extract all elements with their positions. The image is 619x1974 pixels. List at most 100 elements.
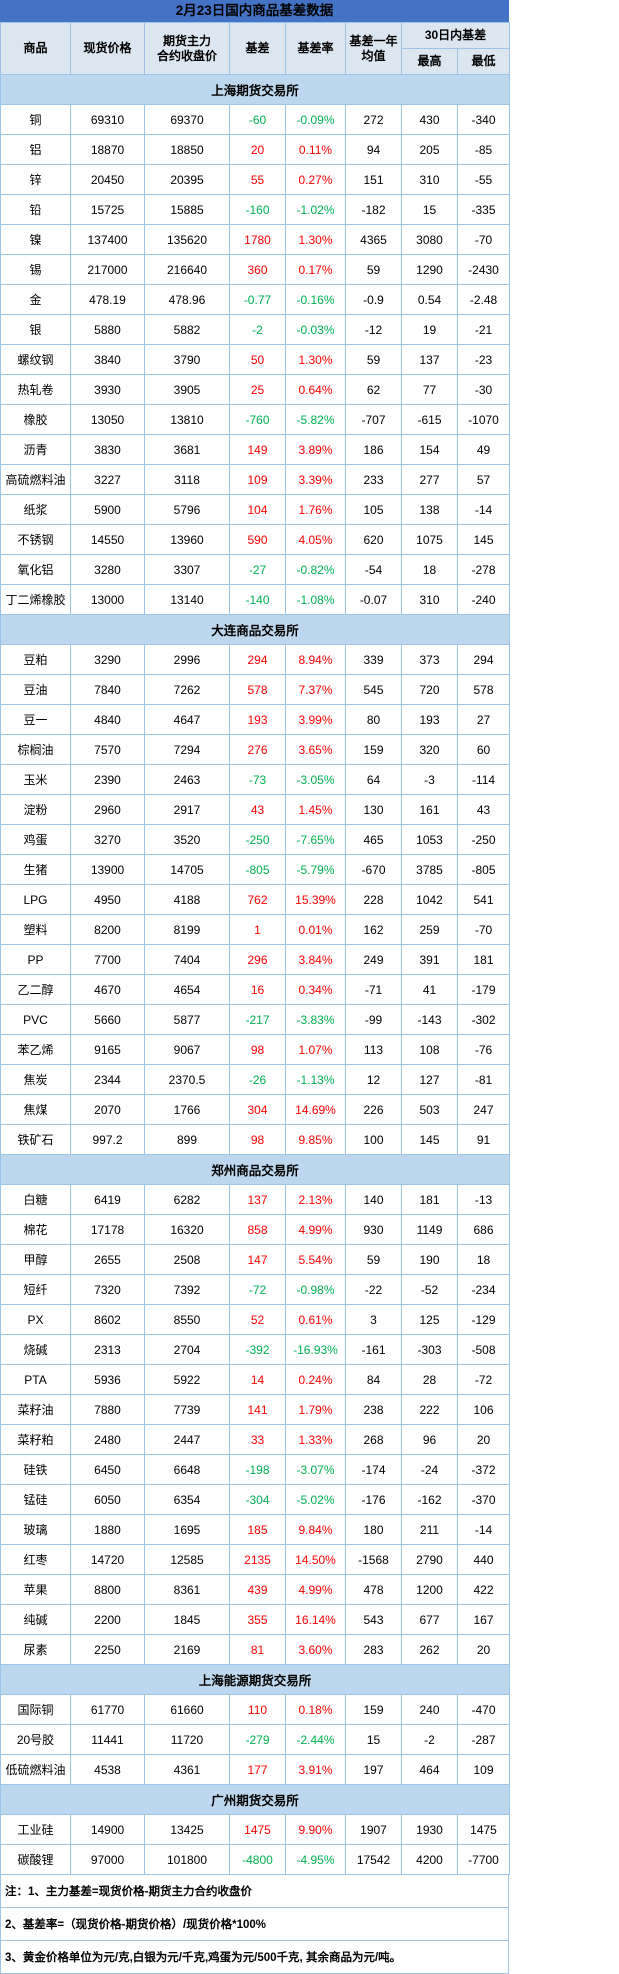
- futures-close: 216640: [144, 254, 230, 285]
- spot-price: 9165: [70, 1034, 145, 1065]
- futures-close: 1845: [144, 1604, 230, 1635]
- futures-close: 4361: [144, 1754, 230, 1785]
- spot-price: 2070: [70, 1094, 145, 1125]
- basis: 185: [229, 1514, 286, 1545]
- commodity-name: 国际铜: [0, 1694, 71, 1725]
- table-row: PP 7700 7404 296 3.84% 249 391 181: [0, 944, 511, 975]
- commodity-name: 高硫燃料油: [0, 464, 71, 495]
- basis: -26: [229, 1064, 286, 1095]
- futures-close: 2463: [144, 764, 230, 795]
- commodity-name: 低硫燃料油: [0, 1754, 71, 1785]
- basis-year-avg: -161: [345, 1334, 402, 1365]
- basis-year-avg: 64: [345, 764, 402, 795]
- commodity-name: 铅: [0, 194, 71, 225]
- basis-rate: 14.69%: [285, 1094, 346, 1125]
- basis-year-avg: 159: [345, 1694, 402, 1725]
- table-row: 金 478.19 478.96 -0.77 -0.16% -0.9 0.54 -2.48: [0, 284, 511, 315]
- futures-close: 61660: [144, 1694, 230, 1725]
- table-row: 红枣 14720 12585 2135 14.50% -1568 2790 440: [0, 1544, 511, 1575]
- basis-year-avg: 197: [345, 1754, 402, 1785]
- basis-30d-high: 18: [401, 554, 458, 585]
- basis: 147: [229, 1244, 286, 1275]
- basis-30d-low: -7700: [456, 1844, 511, 1875]
- commodity-name: 铜: [0, 104, 71, 135]
- basis-year-avg: 620: [345, 524, 402, 555]
- exchange-section-row: 上海能源期货交易所: [0, 1664, 511, 1695]
- table-row: 纸浆 5900 5796 104 1.76% 105 138 -14: [0, 494, 511, 525]
- futures-close: 2169: [144, 1634, 230, 1665]
- futures-close: 5882: [144, 314, 230, 345]
- basis-rate: 1.07%: [285, 1034, 346, 1065]
- basis-30d-high: 211: [401, 1514, 458, 1545]
- basis-year-avg: 180: [345, 1514, 402, 1545]
- table-row: LPG 4950 4188 762 15.39% 228 1042 541: [0, 884, 511, 915]
- basis-year-avg: 15: [345, 1724, 402, 1755]
- commodity-basis-report: 2月23日国内商品基差数据 商品 现货价格 期货主力 合约收盘价 基差 基差率 …: [0, 0, 511, 1974]
- table-row: 国际铜 61770 61660 110 0.18% 159 240 -470: [0, 1694, 511, 1725]
- futures-close: 899: [144, 1124, 230, 1155]
- commodity-name: 短纤: [0, 1274, 71, 1305]
- futures-close: 69370: [144, 104, 230, 135]
- basis-30d-high: 161: [401, 794, 458, 825]
- commodity-name: 白糖: [0, 1184, 71, 1215]
- basis: 590: [229, 524, 286, 555]
- basis-rate: 3.99%: [285, 704, 346, 735]
- basis-year-avg: 100: [345, 1124, 402, 1155]
- basis-year-avg: -99: [345, 1004, 402, 1035]
- spot-price: 2250: [70, 1634, 145, 1665]
- commodity-name: 棉花: [0, 1214, 71, 1245]
- basis-year-avg: 268: [345, 1424, 402, 1455]
- spot-price: 5900: [70, 494, 145, 525]
- futures-close: 2370.5: [144, 1064, 230, 1095]
- spot-price: 2313: [70, 1334, 145, 1365]
- table-row: 铜 69310 69370 -60 -0.09% 272 430 -340: [0, 104, 511, 135]
- table-row: 苯乙烯 9165 9067 98 1.07% 113 108 -76: [0, 1034, 511, 1065]
- basis-30d-low: 27: [456, 704, 511, 735]
- spot-price: 13050: [70, 404, 145, 435]
- table-row: 不锈钢 14550 13960 590 4.05% 620 1075 145: [0, 524, 511, 555]
- basis-30d-high: 240: [401, 1694, 458, 1725]
- commodity-name: 豆粕: [0, 644, 71, 675]
- futures-close: 3307: [144, 554, 230, 585]
- basis-year-avg: 478: [345, 1574, 402, 1605]
- basis: -760: [229, 404, 286, 435]
- basis: 43: [229, 794, 286, 825]
- basis-rate: -0.03%: [285, 314, 346, 345]
- spot-price: 3280: [70, 554, 145, 585]
- table-row: 硅铁 6450 6648 -198 -3.07% -174 -24 -372: [0, 1454, 511, 1485]
- commodity-name: 生猪: [0, 854, 71, 885]
- basis-30d-high: 19: [401, 314, 458, 345]
- commodity-name: 镍: [0, 224, 71, 255]
- basis: -140: [229, 584, 286, 615]
- basis-year-avg: 930: [345, 1214, 402, 1245]
- basis-30d-low: -76: [456, 1034, 511, 1065]
- basis: 33: [229, 1424, 286, 1455]
- exchange-name: 上海能源期货交易所: [0, 1664, 511, 1695]
- table-row: 菜籽粕 2480 2447 33 1.33% 268 96 20: [0, 1424, 511, 1455]
- basis-rate: 1.30%: [285, 224, 346, 255]
- basis-30d-high: 108: [401, 1034, 458, 1065]
- commodity-name: 鸡蛋: [0, 824, 71, 855]
- basis: 110: [229, 1694, 286, 1725]
- basis-year-avg: 3: [345, 1304, 402, 1335]
- basis: 137: [229, 1184, 286, 1215]
- basis: 98: [229, 1034, 286, 1065]
- basis-30d-high: 1075: [401, 524, 458, 555]
- spot-price: 6419: [70, 1184, 145, 1215]
- basis-30d-high: 193: [401, 704, 458, 735]
- basis: -0.77: [229, 284, 286, 315]
- basis-year-avg: -0.07: [345, 584, 402, 615]
- basis: 104: [229, 494, 286, 525]
- futures-close: 18850: [144, 134, 230, 165]
- spot-price: 14900: [70, 1814, 145, 1845]
- basis-rate: -0.82%: [285, 554, 346, 585]
- table-row: 玻璃 1880 1695 185 9.84% 180 211 -14: [0, 1514, 511, 1545]
- basis: 20: [229, 134, 286, 165]
- basis-30d-high: -2: [401, 1724, 458, 1755]
- exchange-section-row: 大连商品交易所: [0, 614, 511, 645]
- futures-close: 15885: [144, 194, 230, 225]
- basis-year-avg: -176: [345, 1484, 402, 1515]
- commodity-name: 热轧卷: [0, 374, 71, 405]
- table-row: 鸡蛋 3270 3520 -250 -7.65% 465 1053 -250: [0, 824, 511, 855]
- basis-30d-high: 138: [401, 494, 458, 525]
